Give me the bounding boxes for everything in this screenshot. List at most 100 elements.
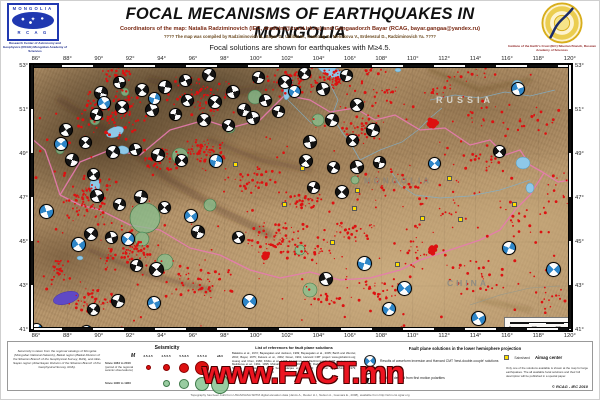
historic-period-row: Since 1900 to 1963 [105,373,229,394]
instrumental-period-text: Since 1964 to 2010 [105,361,131,366]
focal-mechanism-cmt [427,156,441,170]
magnitude-range-label: 6.5-7.9 [197,354,207,358]
aimag-center-square [395,262,400,267]
instrumental-period-row: Since 1964 to 2010 (period of the region… [105,360,229,375]
country-label-russia: RUSSIA [435,95,495,105]
focal-mechanism-cmt [121,232,135,246]
legend-epicenter-green-cell [157,376,175,391]
lon-label-bottom: 90° [94,333,104,339]
focal-mechanism-bw [174,153,188,167]
rcag-logo-acronym: R C A G [17,30,49,35]
lon-label-bottom: 100° [249,333,262,339]
lat-label-right: 47° [575,195,584,201]
focal-mechanism-bw [325,113,339,127]
focal-mechanism-bw [350,160,364,174]
focal-mechanism-bw [89,107,103,121]
iec-emblem-icon [541,2,583,44]
focal-mechanism-bw [135,83,149,97]
aimag-center-square [233,162,238,167]
focal-mechanism-bw [65,153,79,167]
compilers-line: ???? The map was compiled by Radziminovi… [163,34,436,39]
country-label-china: CHINA [447,278,489,288]
lon-label-bottom: 94° [157,333,166,339]
focal-mechanism-bw [316,82,330,96]
references-title: List of references for fault plane solut… [255,345,333,350]
lat-label-right: 43° [575,283,584,289]
aimag-center-square [447,176,452,181]
lat-label-right: 41° [575,327,584,333]
aimag-center-square [352,206,357,211]
focal-mechanism-bw [366,123,380,137]
scalebar-line [510,321,572,325]
focal-mechanism-bw [303,135,317,149]
focal-mechanism-cmt [382,302,396,316]
focal-mechanism-bw [350,98,364,112]
lat-label-left: 47° [19,195,28,201]
lon-label-top: 108° [375,56,388,62]
focal-mechanism-bw [191,225,205,239]
focal-mechanism-bw [129,258,143,272]
focal-mechanism-cmt [147,91,161,105]
focal-mechanism-bw [90,189,104,203]
focal-mechanism-bw [278,75,292,89]
focal-mechanism-cmt [147,296,161,310]
legend-epicenter-green [162,380,170,387]
rcag-logo-country-label: MONGOLIA [12,6,54,11]
legend-epicenter-red [195,360,209,375]
lon-label-top: 90° [94,56,104,62]
focal-mechanism-bw [297,66,311,80]
focal-mechanism-bw [226,85,240,99]
lon-label-bottom: 112° [438,333,450,339]
legend-epicenter-red-cell [175,360,193,375]
aimag-center-square [330,240,335,245]
lon-label-bottom: 104° [312,333,325,339]
historic-period-text: Since 1900 to 1963 [105,380,131,385]
page-title: FOCAL MECANISMS OF EARTHQUAKES IN MONGOL… [125,5,475,42]
lon-label-bottom: 86° [31,333,41,339]
aimag-center-square [512,202,517,207]
seismicity-legend: Seismicity M 3.5-4.5 4.5-5.5 5.5-6.5 6.5-7.… [105,345,229,394]
copyright: © RCAG - IEC 2010 [551,384,588,389]
lat-label-right: 53° [575,63,584,69]
frame-ticks-left [30,64,34,331]
legend-epicenter-red-cell [139,360,157,375]
legend-epicenter-green-cell [211,373,229,394]
lat-label-left: 51° [19,107,28,113]
legend-epicenter-red [145,365,151,370]
magnitude-range-label: ≥8.0 [217,354,223,358]
references-body: Balakina et al., 1972; Bayasgalan and Ja… [232,351,356,374]
legend-epicenter-green-cell [193,376,211,391]
lon-label-top: 104° [312,56,325,62]
frame-ticks-bottom [30,327,572,331]
focal-mechanism-bw [335,185,349,199]
magnitude-note: Focal solutions are shown for earthquake… [209,43,391,52]
legend-epicenter-red [162,364,170,371]
focal-mechanism-bw [326,160,340,174]
lon-label-top: 120° [563,56,576,62]
focal-mechanism-cmt [396,280,412,296]
focal-mechanism-bw [202,68,216,82]
lon-label-top: 98° [220,56,229,62]
lon-label-top: 116° [501,56,513,62]
aimag-legend-row: Sainshand Aimag center [504,355,562,361]
focal-mechanism-bw [492,144,506,158]
legend-epicenter-green [195,376,209,391]
focal-mechanism-bw [128,142,142,156]
lon-label-top: 102° [281,56,294,62]
focal-mechanism-bw [345,133,359,147]
lat-label-left: 45° [19,239,28,245]
focal-mechanism-bw [158,80,172,94]
topography-credit: Topography has been built from USGS/NASA… [190,393,410,397]
legend-epicenter-green-cell [175,376,193,391]
focal-mechanism-bw [258,93,272,107]
lon-label-top: 94° [157,56,166,62]
fps-item-first-motion: Solutions derived from first motion pola… [364,373,514,384]
focal-mechanism-bw [151,148,165,162]
lon-label-bottom: 114° [469,333,482,339]
lon-label-bottom: 118° [532,333,545,339]
focal-mechanism-bw [246,111,260,125]
aimag-center-square [300,166,305,171]
focal-mechanism-bw [208,95,222,109]
magnitude-range-label: 4.5-5.5 [161,354,171,358]
